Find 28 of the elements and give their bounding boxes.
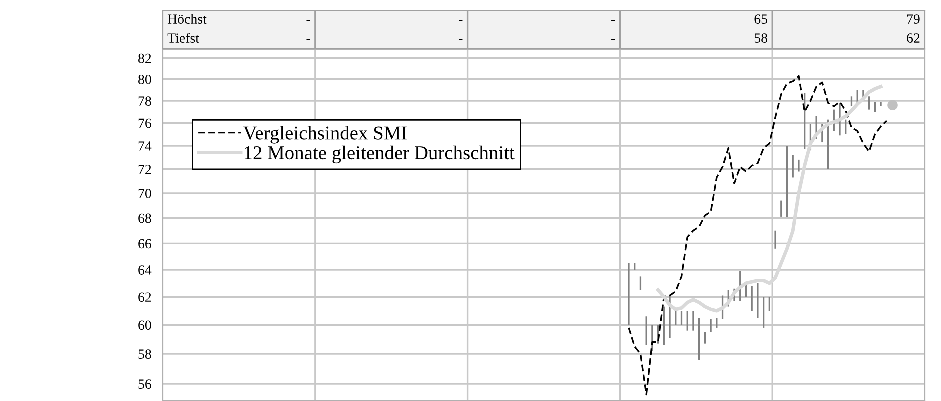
y-tick-label: 76 bbox=[138, 118, 152, 128]
text: 58 bbox=[754, 34, 768, 43]
y-tick-label: 72 bbox=[138, 165, 152, 174]
text: - bbox=[459, 20, 463, 22]
text: 62 bbox=[907, 34, 920, 43]
text: - bbox=[612, 20, 616, 22]
y-tick-label: 78 bbox=[138, 96, 152, 106]
y-tick-label: 62 bbox=[138, 292, 152, 302]
text: 65 bbox=[754, 14, 768, 24]
y-tick-label: 56 bbox=[138, 380, 152, 390]
legend-label: Vergleichsindex SMI bbox=[243, 126, 407, 144]
text: - bbox=[306, 39, 310, 40]
legend-label: 12 Monate gleitender Durchschnitt bbox=[244, 146, 515, 164]
text: Tiefst bbox=[168, 33, 200, 43]
text: - bbox=[459, 39, 463, 40]
y-tick-label: 66 bbox=[138, 239, 152, 249]
y-tick-label: 68 bbox=[138, 214, 152, 224]
text: - bbox=[612, 39, 616, 40]
y-tick-label: 74 bbox=[138, 142, 152, 151]
y-tick-label: 82 bbox=[138, 54, 152, 64]
text: 79 bbox=[907, 14, 920, 24]
y-tick-label: 70 bbox=[138, 189, 152, 198]
y-tick-label: 58 bbox=[138, 350, 152, 360]
y-tick-label: 60 bbox=[138, 320, 152, 330]
y-tick-label: 80 bbox=[138, 74, 152, 84]
y-tick-label: 64 bbox=[138, 266, 152, 275]
text: - bbox=[306, 20, 310, 22]
text: Höchst bbox=[168, 14, 207, 24]
